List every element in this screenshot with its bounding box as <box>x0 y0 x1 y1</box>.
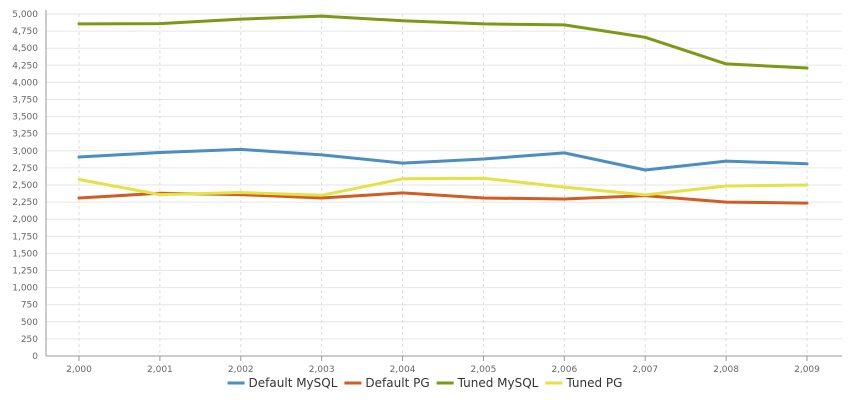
y-tick-label: 3,750 <box>12 96 38 106</box>
x-tick-label: 2,001 <box>147 365 173 375</box>
y-tick-label: 5,000 <box>12 10 38 20</box>
axis-layer: 0 250 500 750 1,000 1,250 1,500 1,750 2,000 2,250… <box>12 10 842 375</box>
y-tick-label: 3,000 <box>12 147 38 157</box>
y-tick-label: 250 <box>21 335 38 345</box>
legend-item-tuned-pg[interactable]: Tuned PG <box>545 376 622 390</box>
series-line-tuned-pg <box>77 176 809 197</box>
x-tick-label: 2,009 <box>794 365 820 375</box>
y-tick-label: 4,750 <box>12 27 38 37</box>
legend-item-default-pg[interactable]: Default PG <box>344 376 430 390</box>
y-tick-label: 4,500 <box>12 44 38 54</box>
legend-item-tuned-mysql[interactable]: Tuned MySQL <box>436 376 539 390</box>
x-tick-label: 2,005 <box>471 365 497 375</box>
y-tick-label: 2,250 <box>12 198 38 208</box>
y-tick-label: 3,250 <box>12 130 38 140</box>
y-tick-label: 1,000 <box>12 284 38 294</box>
y-tick-label: 4,000 <box>12 78 38 88</box>
y-tick-label: 2,750 <box>12 164 38 174</box>
legend-label: Default MySQL <box>249 376 338 390</box>
y-tick-label: 4,250 <box>12 61 38 71</box>
legend-label: Default PG <box>365 376 429 390</box>
y-tick-label: 1,250 <box>12 267 38 277</box>
x-tick-label: 2,007 <box>632 365 658 375</box>
series-layer <box>77 14 809 205</box>
legend-label: Tuned PG <box>565 376 622 390</box>
y-tick-label: 750 <box>21 301 38 311</box>
x-tick-label: 2,004 <box>390 365 416 375</box>
legend-item-default-mysql[interactable]: Default MySQL <box>227 376 338 390</box>
y-tick-label: 3,500 <box>12 113 38 123</box>
legend[interactable]: Default MySQL Default PG Tuned MySQL Tuned … <box>227 376 623 390</box>
y-tick-label: 2,500 <box>12 181 38 191</box>
y-tick-label: 2,000 <box>12 215 38 225</box>
x-tick-label: 2,003 <box>309 365 335 375</box>
legend-label: Tuned MySQL <box>457 376 539 390</box>
series-line-tuned-mysql <box>77 14 809 70</box>
y-tick-label: 500 <box>21 318 38 328</box>
x-tick-label: 2,002 <box>228 365 254 375</box>
x-tick-label: 2,000 <box>66 365 92 375</box>
x-tick-label: 2,008 <box>713 365 739 375</box>
y-tick-label: 0 <box>32 352 38 362</box>
y-tick-label: 1,750 <box>12 232 38 242</box>
y-tick-label: 1,500 <box>12 249 38 259</box>
series-line-default-mysql <box>77 147 809 172</box>
x-tick-label: 2,006 <box>551 365 577 375</box>
